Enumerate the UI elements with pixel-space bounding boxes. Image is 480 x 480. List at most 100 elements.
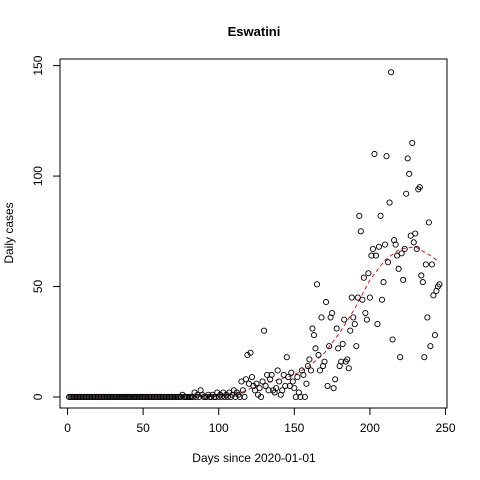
data-point (365, 270, 372, 277)
data-point (339, 340, 346, 347)
data-point (283, 354, 290, 361)
data-point (377, 212, 384, 219)
data-point (388, 69, 395, 76)
data-point (397, 354, 404, 361)
data-point (300, 371, 307, 378)
data-point (427, 343, 434, 350)
data-point (406, 170, 413, 177)
data-point (383, 153, 390, 160)
data-point (297, 393, 304, 401)
data-point (362, 309, 369, 317)
data-point (375, 243, 383, 250)
x-tick-label: 0 (64, 421, 71, 435)
data-point (353, 343, 360, 350)
x-tick-label: 150 (284, 421, 304, 435)
x-axis: 0 50 100 150 200 250 (64, 408, 456, 435)
data-point (360, 274, 367, 281)
plot-frame (59, 58, 448, 409)
data-point (401, 245, 408, 253)
data-point (273, 385, 280, 392)
data-point (369, 245, 376, 253)
data-point (312, 345, 319, 352)
data-point (274, 367, 281, 374)
data-point (264, 371, 271, 378)
data-point (372, 252, 379, 259)
data-point (294, 374, 301, 381)
data-point (368, 252, 375, 259)
data-point (304, 362, 311, 370)
data-point (400, 276, 407, 283)
data-point (410, 239, 417, 246)
data-point (350, 314, 357, 321)
data-point (258, 393, 265, 401)
chart-title: Eswatini (228, 24, 281, 39)
data-point (329, 309, 336, 317)
data-point (378, 296, 386, 303)
data-point (279, 387, 286, 394)
data-point (288, 369, 295, 376)
data-point (309, 325, 316, 332)
data-point (318, 314, 325, 321)
data-point (248, 374, 256, 381)
data-point (253, 380, 260, 387)
data-point (389, 336, 396, 343)
data-point (436, 281, 443, 288)
data-point (323, 298, 330, 306)
data-point (301, 393, 308, 401)
data-point (335, 345, 342, 352)
data-point (261, 327, 268, 334)
y-axis-label: Daily cases (2, 202, 16, 263)
x-tick-label: 100 (209, 421, 229, 435)
data-point (236, 393, 243, 401)
y-tick-label: 100 (31, 166, 45, 186)
data-point (310, 332, 318, 339)
data-point (421, 354, 428, 361)
data-point (247, 349, 254, 356)
data-point (356, 212, 363, 219)
data-point (359, 296, 366, 303)
data-point (265, 387, 272, 394)
data-point (345, 365, 352, 372)
data-point (357, 228, 364, 235)
data-point (291, 385, 298, 392)
data-point (285, 374, 292, 381)
data-point (333, 325, 340, 332)
data-point (386, 199, 393, 206)
data-point (371, 150, 378, 158)
data-point (428, 261, 435, 268)
y-tick-label: 50 (31, 280, 45, 294)
data-point (242, 376, 249, 383)
data-point (282, 382, 289, 389)
y-tick-label: 150 (31, 55, 45, 75)
data-point (259, 378, 266, 385)
data-point (313, 281, 321, 288)
data-point (380, 279, 387, 286)
data-point (292, 393, 299, 401)
data-point (419, 279, 426, 286)
data-point (341, 316, 348, 323)
data-point (306, 356, 313, 363)
data-point (392, 241, 399, 248)
data-point (422, 261, 429, 268)
data-point (409, 139, 416, 146)
data-point (316, 367, 324, 374)
data-point (413, 245, 420, 253)
y-axis: 0 50 100 150 (31, 55, 60, 400)
data-point (303, 380, 310, 387)
data-point (330, 385, 337, 392)
data-point (416, 184, 423, 191)
data-point (348, 294, 355, 301)
points-layer (66, 69, 443, 401)
data-point (268, 371, 275, 378)
x-tick-label: 50 (136, 421, 150, 435)
data-point (363, 316, 370, 323)
data-point (366, 294, 373, 301)
data-point (403, 190, 410, 197)
data-point (424, 314, 431, 321)
data-point (351, 321, 358, 328)
data-point (430, 292, 437, 299)
data-point (374, 321, 381, 328)
data-point (321, 358, 328, 365)
data-point (315, 351, 322, 359)
data-point (324, 382, 331, 389)
